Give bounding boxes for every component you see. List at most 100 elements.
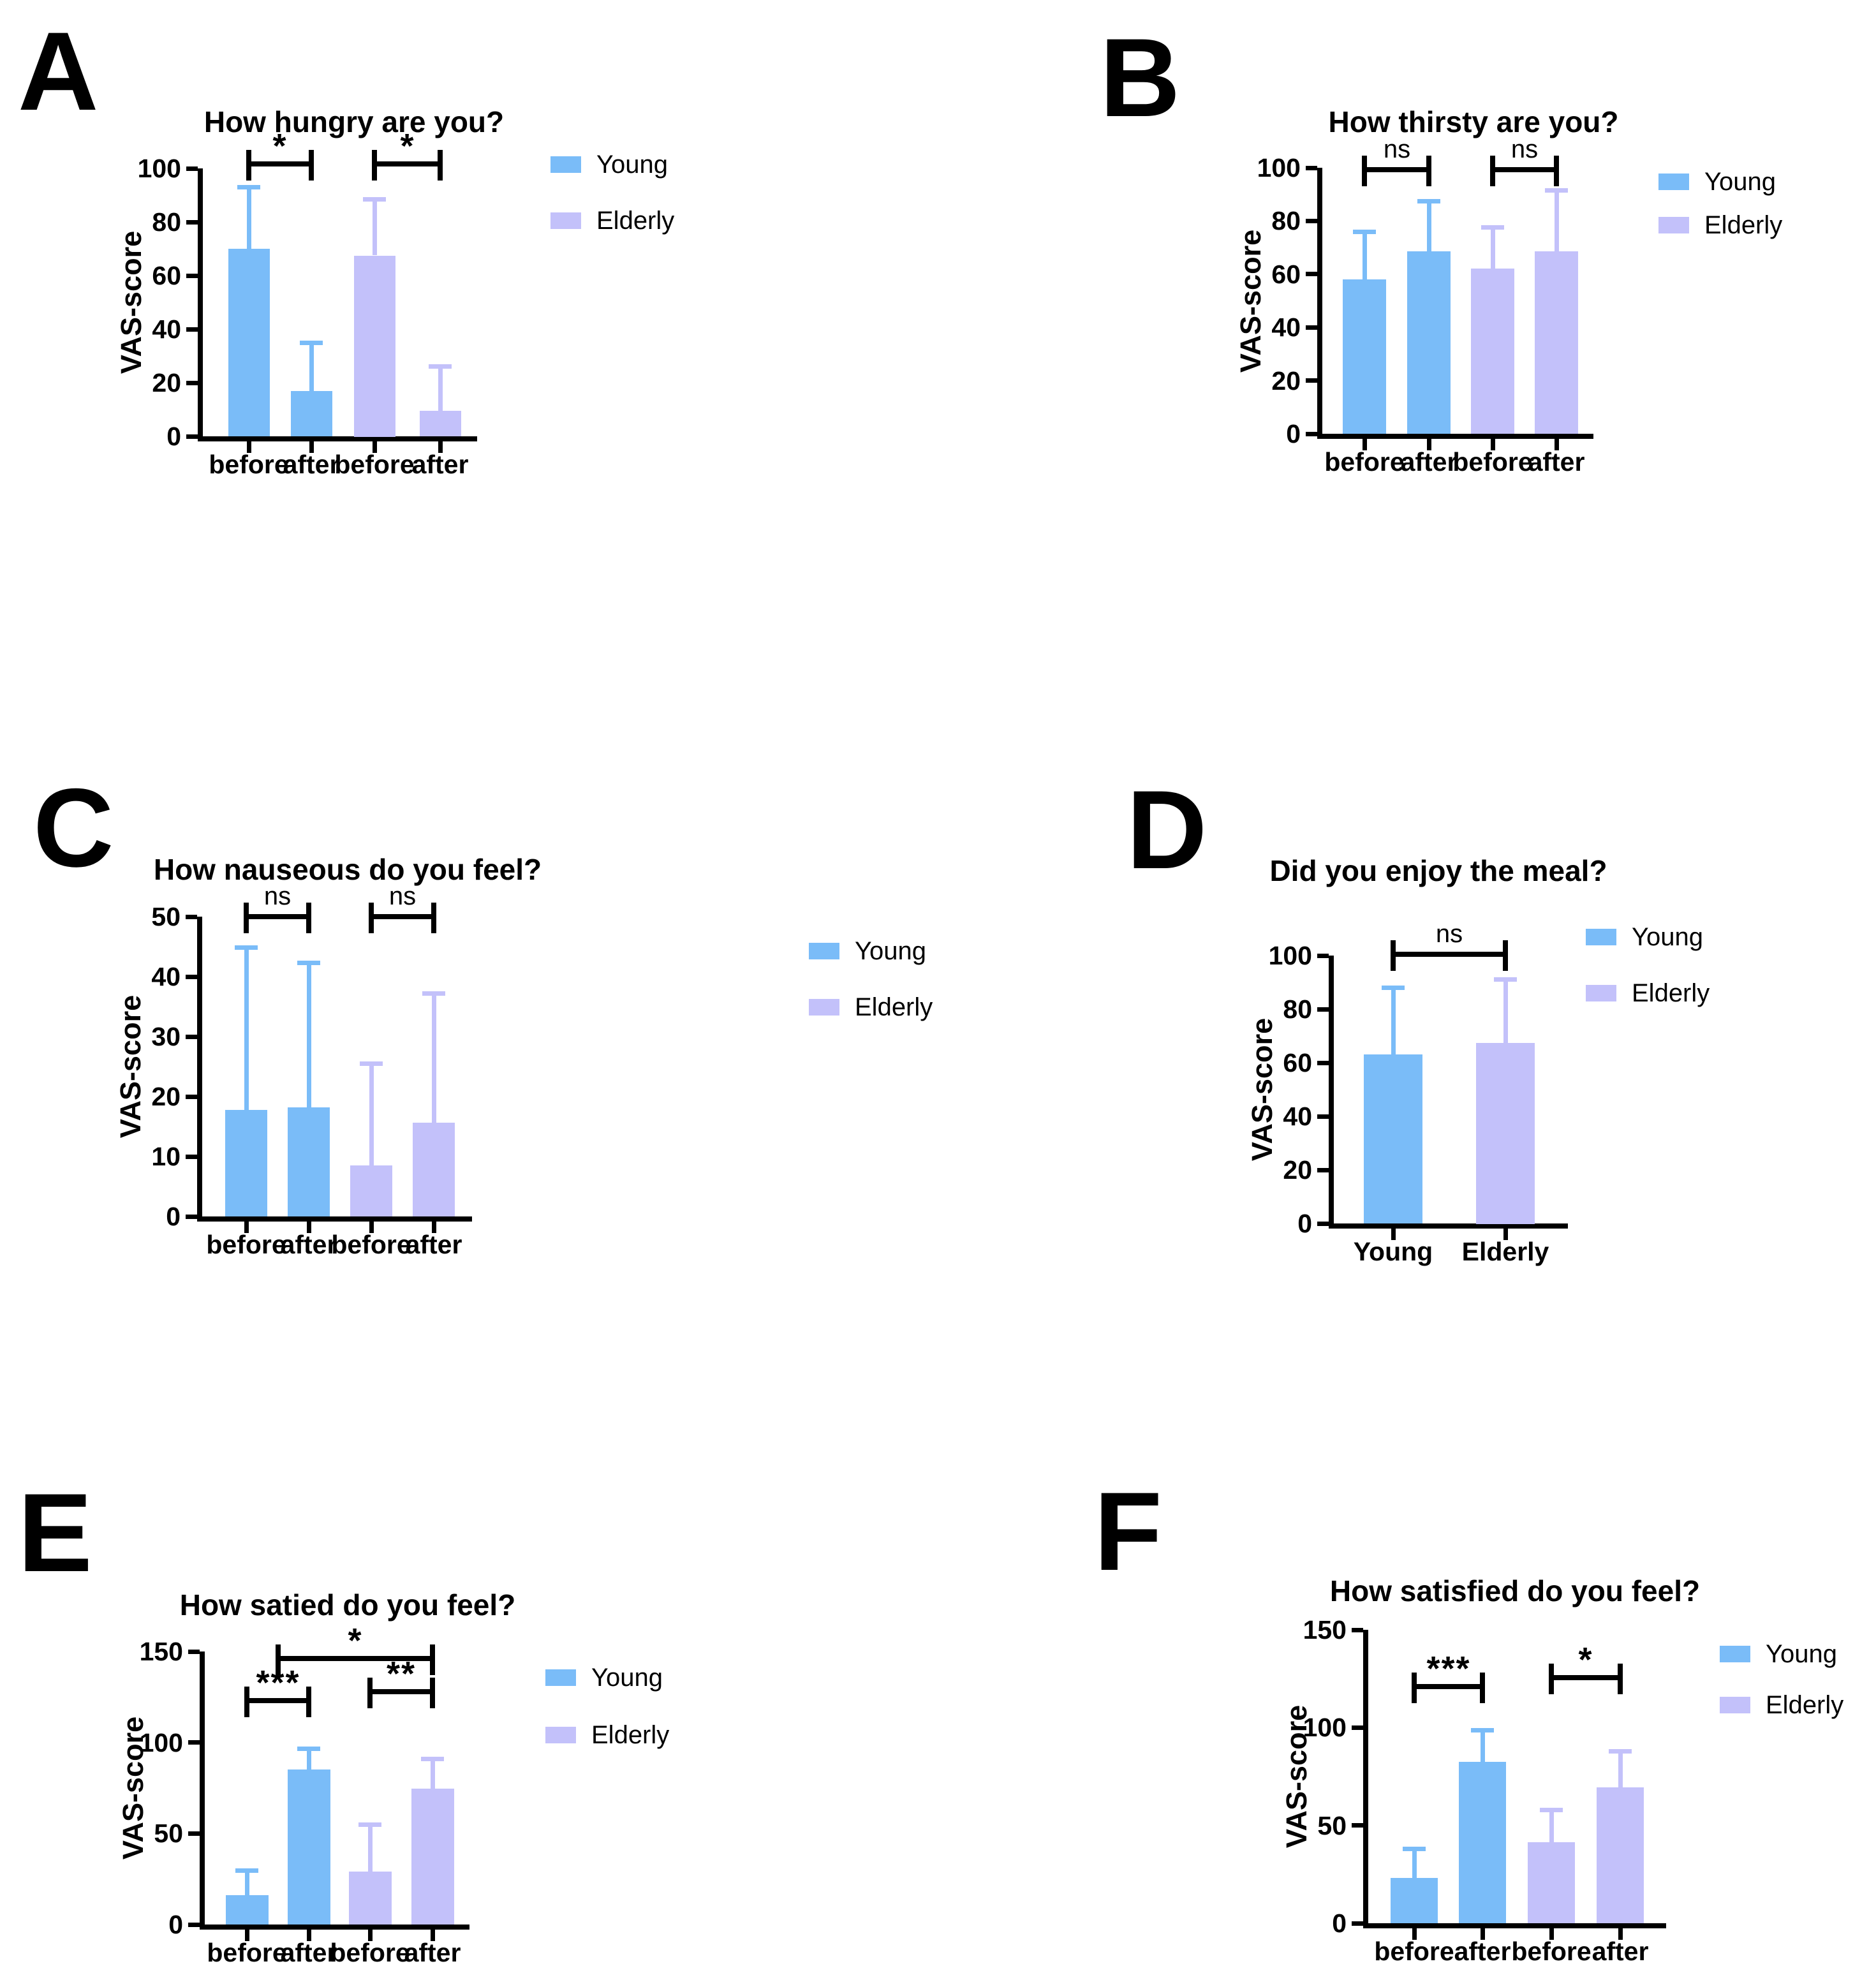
y-tick-label: 20: [1283, 1155, 1312, 1185]
legend-label-elderly: Elderly: [1766, 1691, 1844, 1719]
x-category-label: after: [404, 1938, 461, 1967]
y-axis-tick: [1352, 1823, 1363, 1828]
legend-label-young: Young: [591, 1664, 663, 1692]
error-bar-cap: [297, 961, 320, 965]
y-tick-label: 0: [1297, 1209, 1312, 1238]
error-bar-cap: [1353, 230, 1376, 234]
y-axis-tick: [186, 1215, 197, 1219]
y-axis-tick: [1306, 272, 1317, 276]
x-axis: [1317, 434, 1593, 439]
legend-swatch-elderly: [1586, 985, 1616, 1001]
significance-label: ***: [1426, 1650, 1471, 1688]
y-axis-tick: [1317, 1168, 1329, 1172]
legend-swatch-young: [550, 156, 581, 173]
panel-d-letter: D: [1126, 768, 1208, 892]
x-axis-tick: [438, 441, 443, 453]
y-axis-tick: [186, 975, 197, 979]
error-bar-line: [431, 1759, 435, 1789]
legend-swatch-young: [809, 943, 839, 959]
significance-label: *: [348, 1622, 363, 1660]
x-category-label: before: [1511, 1937, 1592, 1966]
error-bar-line: [245, 1871, 249, 1896]
x-category-label: before: [334, 450, 415, 479]
x-category-label: after: [1592, 1937, 1649, 1966]
y-axis-label: VAS-score: [114, 994, 147, 1139]
y-axis-tick: [1306, 166, 1317, 170]
significance-bracket: [1393, 952, 1505, 957]
significance-label: ns: [1383, 135, 1411, 163]
y-axis-tick: [1352, 1628, 1363, 1632]
error-bar-line: [369, 1063, 374, 1165]
x-category-label: before: [1324, 447, 1405, 477]
error-bar-cap: [235, 945, 258, 950]
x-category-label: before: [207, 1938, 287, 1967]
panel-d-title: Did you enjoy the meal?: [1269, 854, 1607, 887]
legend-label-young: Young: [855, 937, 926, 965]
significance-bracket: [1493, 167, 1556, 172]
bar-elderly: [1476, 1043, 1535, 1224]
y-tick-label: 20: [152, 368, 181, 397]
y-tick-label: 40: [152, 314, 181, 344]
y-tick-label: 30: [151, 1022, 181, 1051]
y-tick-label: 20: [151, 1082, 181, 1111]
error-bar-line: [1491, 228, 1495, 269]
error-bar-line: [1427, 201, 1431, 251]
bar-young: [225, 1110, 267, 1216]
x-category-label: before: [1452, 447, 1533, 477]
x-category-label: Elderly: [1461, 1237, 1549, 1266]
y-axis-tick: [186, 1155, 197, 1159]
bar-young: [1364, 1054, 1422, 1223]
error-bar-cap: [1471, 1728, 1494, 1732]
y-axis-tick: [1306, 219, 1317, 223]
error-bar-line: [244, 948, 249, 1110]
bar-young: [1391, 1878, 1438, 1923]
x-axis-tick: [307, 1222, 311, 1233]
y-tick-label: 20: [1271, 366, 1301, 395]
y-axis-tick: [1306, 325, 1317, 330]
significance-bracket: [249, 161, 311, 166]
significance-bracket: [1364, 167, 1429, 172]
x-axis-tick: [1481, 1928, 1485, 1940]
y-axis: [200, 1651, 205, 1930]
panel-b-letter: B: [1100, 16, 1181, 140]
error-bar-cap: [1382, 986, 1405, 990]
y-tick-label: 80: [152, 207, 181, 237]
error-bar-cap: [1609, 1749, 1632, 1754]
y-axis-tick: [186, 381, 198, 385]
legend-swatch-elderly: [545, 1727, 576, 1743]
legend-label-elderly: Elderly: [1632, 979, 1710, 1007]
significance-bracket: [246, 914, 309, 919]
bar-young: [288, 1107, 330, 1216]
y-axis-tick: [186, 1035, 197, 1039]
error-bar-cap: [297, 1747, 320, 1751]
significance-bracket: [278, 1656, 433, 1661]
y-axis-label: VAS-score: [1246, 1017, 1278, 1162]
y-axis-tick: [188, 1650, 200, 1654]
y-axis-tick: [186, 166, 198, 171]
x-axis: [200, 1925, 469, 1930]
x-axis-tick: [1391, 1229, 1396, 1240]
bar-young: [228, 249, 270, 436]
error-bar-line: [438, 367, 443, 411]
x-axis-tick: [1618, 1928, 1623, 1940]
legend-label-elderly: Elderly: [591, 1721, 670, 1749]
y-tick-label: 0: [1332, 1909, 1347, 1938]
y-axis-tick: [1352, 1921, 1363, 1926]
panel-c-letter: C: [33, 766, 114, 890]
y-axis-tick: [1352, 1725, 1363, 1730]
x-category-label: after: [283, 450, 340, 479]
significance-bracket: [370, 1689, 432, 1694]
bar-elderly: [1528, 1842, 1575, 1923]
panel-e-title: How satied do you feel?: [179, 1588, 516, 1622]
bar-elderly: [349, 1872, 392, 1925]
x-axis-tick: [1427, 439, 1431, 450]
y-axis-tick: [188, 1831, 200, 1836]
error-bar-line: [1618, 1751, 1623, 1787]
y-axis-tick: [1306, 378, 1317, 383]
error-bar-cap: [1540, 1808, 1563, 1812]
x-axis: [198, 436, 477, 441]
y-axis-tick: [1317, 1061, 1329, 1065]
x-category-label: before: [1374, 1937, 1454, 1966]
y-axis: [1363, 1630, 1368, 1928]
